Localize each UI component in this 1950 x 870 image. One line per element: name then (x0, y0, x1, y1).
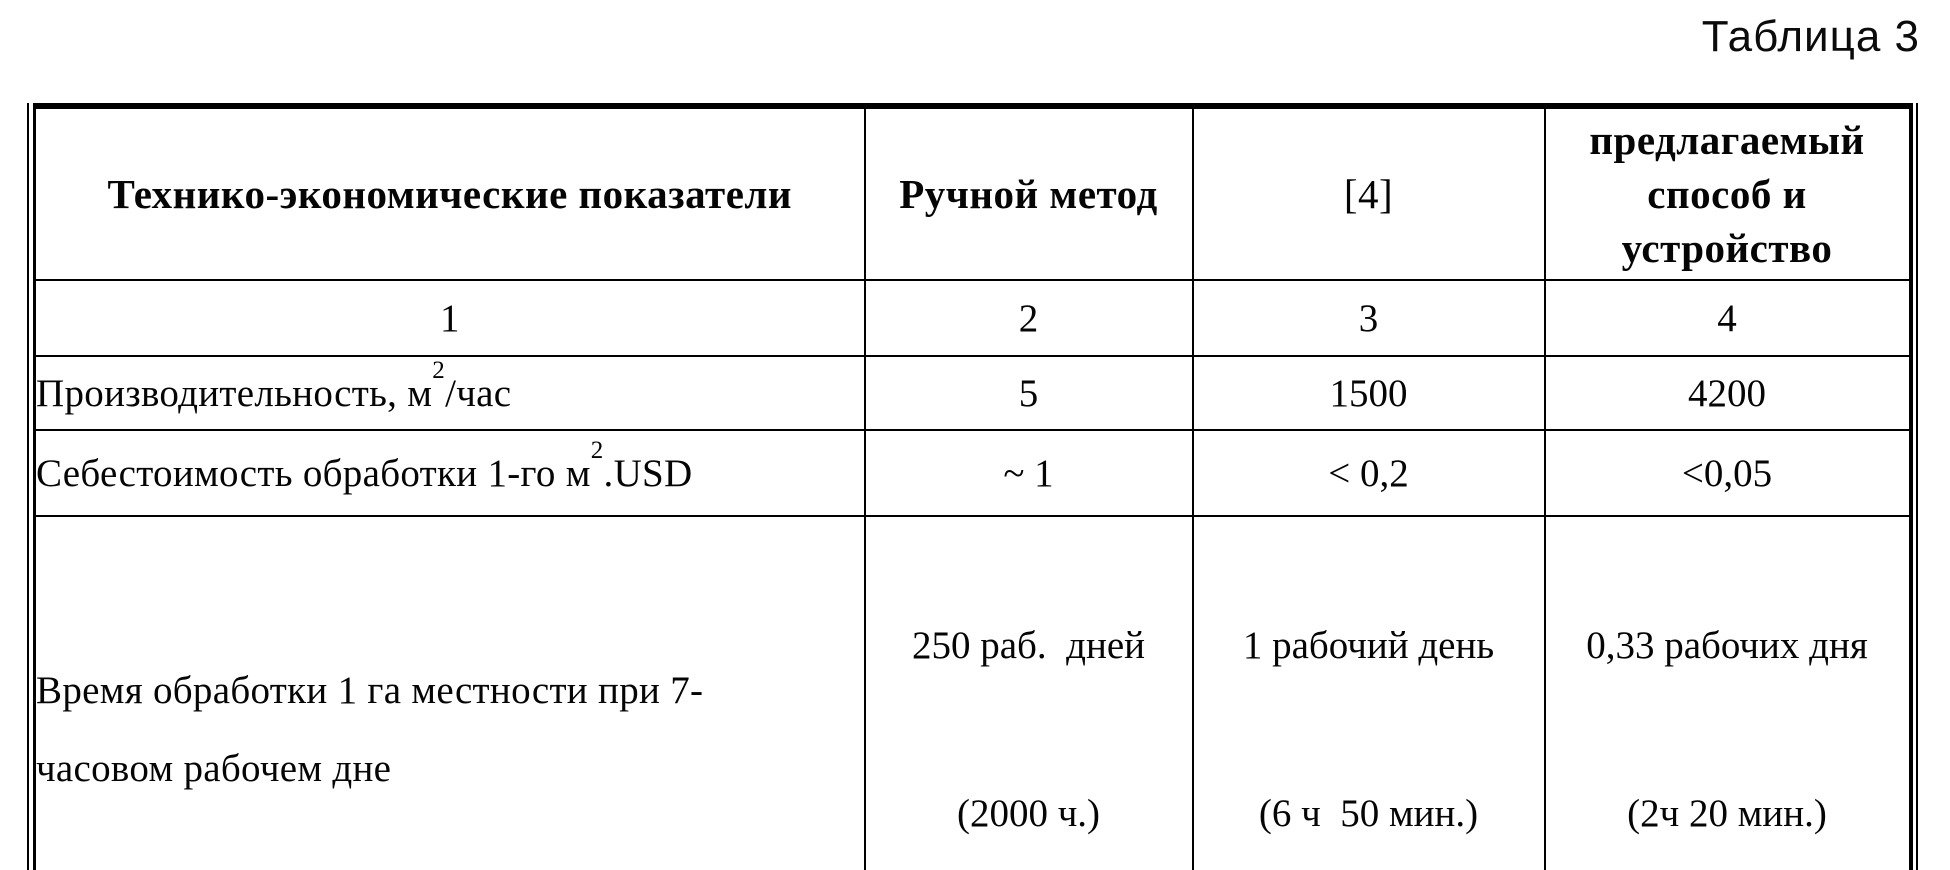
indicators-table: Технико-экономические показатели Ручной … (33, 103, 1913, 870)
productivity-manual: 5 (863, 355, 1194, 431)
time-manual-line2: (2000 ч.) (956, 792, 1101, 835)
time-per-ha-manual: 250 раб. дней (2000 ч.) (863, 515, 1194, 870)
row-cost-per-m2: Себестоимость обработки 1-го м2.USD ~ 1 … (33, 429, 1912, 517)
colnum-3: 3 (1191, 279, 1546, 357)
time-ref4-line1: 1 рабочий день (1242, 624, 1495, 667)
colnum-4: 4 (1543, 279, 1912, 357)
productivity-label-text: Производительность, м (36, 371, 433, 415)
cost-per-m2-proposed: <0,05 (1543, 429, 1912, 517)
cost-label-text: Себестоимость обработки 1-го м (36, 451, 591, 495)
colnum-1: 1 (33, 279, 866, 357)
colnum-2: 2 (863, 279, 1194, 357)
time-proposed-line1: 0,33 рабочих дня (1586, 624, 1868, 667)
time-per-ha-proposed: 0,33 рабочих дня (2ч 20 мин.) (1543, 515, 1912, 870)
time-manual-line1: 250 раб. дней (911, 624, 1146, 667)
time-per-ha-label: Время обработки 1 га местности при 7- ча… (33, 515, 866, 870)
cost-label-unit: .USD (603, 451, 693, 495)
header-proposed-method: предлагаемый способ и устройство (1543, 105, 1912, 281)
cost-per-m2-ref4: < 0,2 (1191, 429, 1546, 517)
table-header-row: Технико-экономические показатели Ручной … (33, 105, 1912, 281)
productivity-proposed: 4200 (1543, 355, 1912, 431)
row-time-per-ha: Время обработки 1 га местности при 7- ча… (33, 515, 1912, 870)
time-proposed-line2: (2ч 20 мин.) (1627, 792, 1827, 835)
productivity-label-unit: /час (445, 371, 512, 415)
productivity-label: Производительность, м2/час (33, 355, 866, 431)
time-ref4-line2: (6 ч 50 мин.) (1258, 792, 1479, 835)
header-indicators: Технико-экономические показатели (33, 105, 866, 281)
cost-per-m2-label: Себестоимость обработки 1-го м2.USD (33, 429, 866, 517)
row-productivity: Производительность, м2/час 5 1500 4200 (33, 355, 1912, 431)
time-per-ha-ref4: 1 рабочий день (6 ч 50 мин.) (1191, 515, 1546, 870)
productivity-ref4: 1500 (1191, 355, 1546, 431)
column-numbering-row: 1 2 3 4 (33, 279, 1912, 357)
time-label-line2: часовом рабочем дне (36, 747, 392, 790)
time-label-line1: Время обработки 1 га местности при 7- (36, 669, 704, 712)
header-manual-method: Ручной метод (863, 105, 1194, 281)
superscript-2: 2 (590, 436, 604, 464)
table-caption: Таблица 3 (1701, 12, 1920, 61)
cost-per-m2-manual: ~ 1 (863, 429, 1194, 517)
header-ref4: [4] (1191, 105, 1546, 281)
table-frame: Технико-экономические показатели Ручной … (27, 103, 1918, 870)
superscript-2: 2 (432, 356, 446, 384)
